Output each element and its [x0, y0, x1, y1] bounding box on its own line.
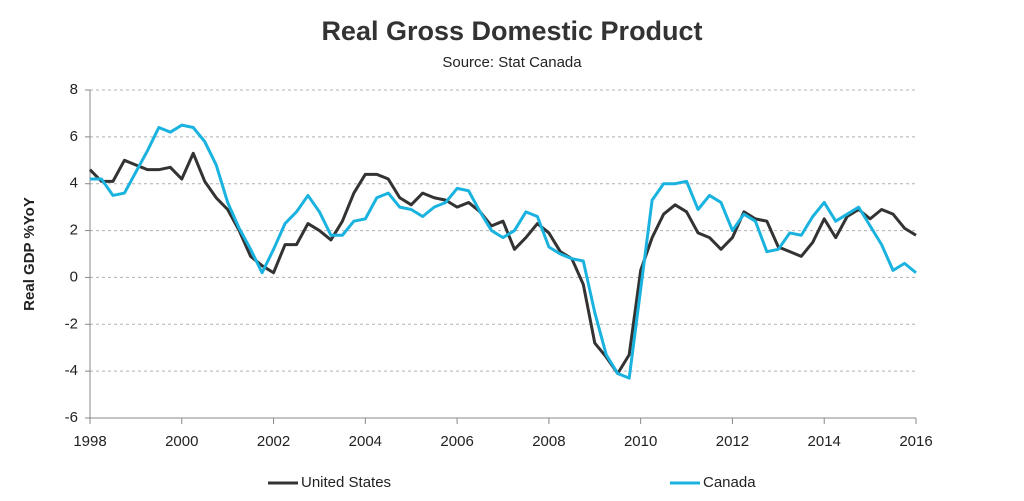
y-tick-label: 6: [70, 128, 78, 145]
line-series: [88, 151, 917, 375]
x-tick-label: 2004: [349, 433, 382, 450]
x-tick-label: 2000: [165, 433, 198, 450]
y-tick-label: -2: [65, 315, 78, 332]
chart-title: Real Gross Domestic Product: [321, 16, 702, 46]
x-tick-label: 2002: [257, 433, 290, 450]
x-tick-label: 2012: [716, 433, 749, 450]
y-tick-label: -4: [65, 362, 78, 379]
y-tick-label: -6: [65, 409, 78, 426]
x-tick-label: 2006: [440, 433, 473, 450]
line-series: [90, 123, 917, 380]
x-tick-label: 2010: [624, 433, 657, 450]
y-axis-label: Real GDP %YoY: [21, 197, 38, 311]
y-tick-label: 8: [70, 81, 78, 98]
legend-label: United States: [301, 474, 391, 491]
x-tick-label: 1998: [73, 433, 106, 450]
y-tick-label: 2: [70, 222, 78, 239]
y-tick-label: 0: [70, 268, 78, 285]
chart-subtitle: Source: Stat Canada: [442, 54, 582, 71]
x-tick-label: 2016: [899, 433, 932, 450]
legend-label: Canada: [703, 474, 756, 491]
y-tick-label: 4: [70, 175, 78, 192]
x-tick-label: 2014: [808, 433, 841, 450]
x-tick-label: 2008: [532, 433, 565, 450]
